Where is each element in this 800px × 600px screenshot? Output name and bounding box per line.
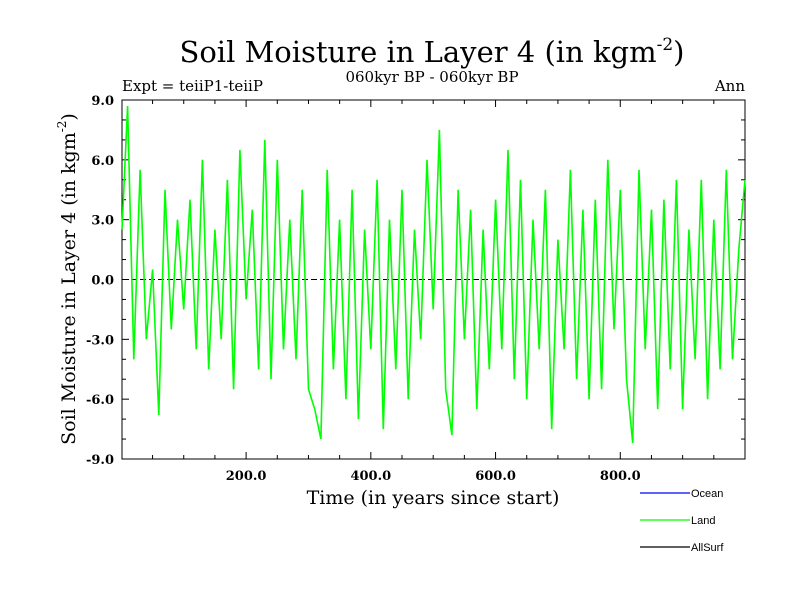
y-tick-label: -6.0 (86, 393, 114, 408)
legend: Ocean Land AllSurf (640, 488, 724, 554)
x-tick-label: 200.0 (226, 469, 267, 484)
y-tick-label: 9.0 (91, 94, 114, 109)
y-tick-label: -3.0 (86, 333, 114, 348)
y-tick-label: 0.0 (91, 274, 114, 289)
legend-label-ocean: Ocean (691, 488, 723, 500)
legend-label-land: Land (691, 515, 715, 527)
y-tick-labels: -9.0 -6.0 -3.0 0.0 3.0 6.0 9.0 (86, 94, 114, 468)
x-axis-label: Time (in years since start) (307, 487, 560, 509)
x-tick-label: 800.0 (600, 469, 641, 484)
y-tick-label: -9.0 (86, 453, 114, 468)
legend-label-allsurf: AllSurf (691, 542, 724, 554)
x-tick-label: 400.0 (350, 469, 391, 484)
y-tick-label: 3.0 (91, 214, 114, 229)
series-line-land (121, 105, 746, 444)
chart-title: Soil Moisture in Layer 4 (in kgm-2) (179, 35, 684, 69)
y-tick-label: 6.0 (91, 154, 114, 169)
x-tick-label: 600.0 (475, 469, 516, 484)
x-tick-labels: 200.0 400.0 600.0 800.0 (226, 469, 641, 484)
experiment-label: Expt = teiiP1-teiiP (122, 77, 263, 95)
chart-subtitle: 060kyr BP - 060kyr BP (345, 68, 518, 86)
y-axis-label: Soil Moisture in Layer 4 (in kgm-2) (55, 113, 80, 445)
season-label: Ann (714, 77, 745, 95)
